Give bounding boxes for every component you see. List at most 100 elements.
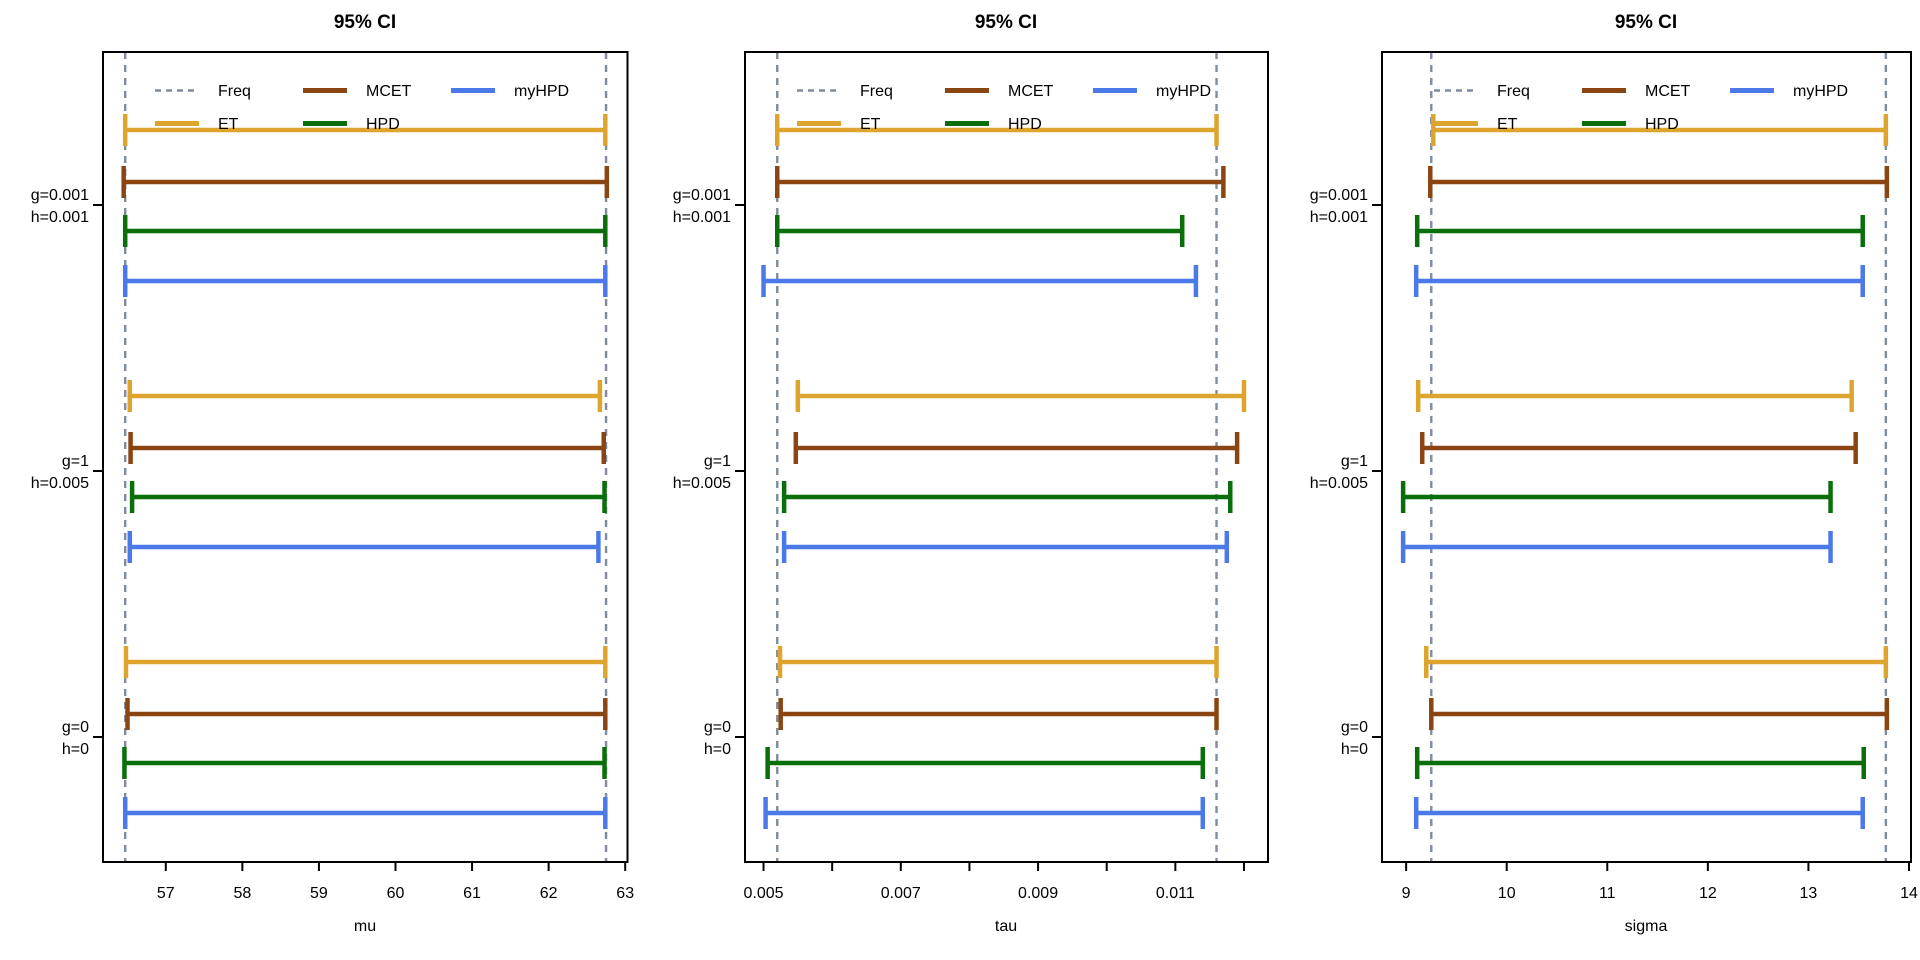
ci-bar-et [795,380,1247,412]
group-label-line1: g=0.001 [31,187,89,204]
group-label-line1: g=0 [62,719,89,736]
legend-label-myhpd: myHPD [1793,83,1848,100]
x-tick-label: 0.009 [1018,885,1058,902]
ci-bar-hpd [1414,747,1866,779]
x-axis-title-sigma: sigma [1624,918,1668,935]
ci-bar-myhpd [781,531,1230,563]
ci-bar-mcet [778,698,1219,730]
ci-bar-mcet [121,166,610,198]
x-tick-label: 13 [1800,885,1818,902]
legend-label-mcet: MCET [1008,83,1054,100]
legend: Freq ET MCET HPD myHPD [797,83,1211,133]
x-tick-label: 12 [1699,885,1717,902]
x-axis-title-mu: mu [353,918,377,935]
group-label: g=0.001 h=0.001 [31,187,89,226]
legend-label-freq: Freq [218,83,251,100]
ci-bar-mcet [775,166,1226,198]
legend-label-et: ET [218,116,239,133]
legend-label-myhpd: myHPD [514,83,569,100]
x-tick-label: 57 [157,885,175,902]
ci-bar-hpd [122,215,608,247]
plot-frame [102,51,629,863]
ci-bar-et [123,646,608,678]
group-label-line1: g=0 [704,719,731,736]
group-label: g=0.001 h=0.001 [673,187,731,226]
group-label: g=0h=0 [62,719,89,758]
ci-bar-et [122,114,608,146]
plot-frame [744,51,1269,863]
group-label-line2: h=0.005 [673,475,731,492]
group-label: g=0.001 h=0.001 [1310,187,1368,226]
group-label: g=0h=0 [704,719,731,758]
ci-bar-myhpd [127,531,601,563]
legend-label-hpd: HPD [366,116,400,133]
x-tick-label: 61 [463,885,481,902]
x-tick-label: 0.011 [1156,885,1195,902]
panel-mu: 57 58 59 60 61 62 63g=0.001h=0.001g=1h=0.005g=… [31,51,634,902]
group-label-line1: g=1 [1341,453,1368,470]
panel-title-tau: 95% CI [974,12,1038,33]
ci-bar-myhpd [122,797,608,829]
ci-bar-et [1431,114,1889,146]
panel-tau: 0.005 0.007 0.009 0.011 g=0.001 h=0.001 g=1 h=0… [673,51,1269,902]
group-label-line1: g=0.001 [1310,187,1368,204]
ci-bar-et [1424,646,1889,678]
group-label-line1: g=0 [1341,719,1368,736]
ci-bar-et [127,380,603,412]
group-label-line2: h=0 [704,741,731,758]
ci-bar-et [775,114,1219,146]
ci-bar-myhpd [1413,797,1865,829]
ci-bar-et [777,646,1219,678]
ci-bar-hpd [781,481,1233,513]
group-label-line2: h=0 [62,741,89,758]
group-label-line1: g=1 [62,453,89,470]
group-label: g=1 h=0.005 [1310,453,1368,492]
x-tick-label: 62 [540,885,558,902]
ci-bar-mcet [1428,166,1890,198]
legend-label-hpd: HPD [1008,116,1042,133]
ci-bar-mcet [1419,432,1858,464]
ci-bar-mcet [128,432,607,464]
group-label-line2: h=0.005 [31,475,89,492]
legend-label-et: ET [860,116,881,133]
legend-label-myhpd: myHPD [1156,83,1211,100]
group-label-line1: g=0.001 [673,187,731,204]
legend-label-et: ET [1497,116,1518,133]
group-label-line2: h=0.001 [31,209,89,226]
legend: Freq ET MCET HPD myHPD [155,83,569,133]
legend-label-hpd: HPD [1645,116,1679,133]
ci-bar-myhpd [1400,531,1833,563]
legend-label-freq: Freq [1497,83,1530,100]
group-label: g=1 h=0.005 [673,453,731,492]
legend: Freq ET MCET HPD myHPD [1434,83,1848,133]
group-label-line2: h=0.001 [1310,209,1368,226]
ci-bar-hpd [765,747,1206,779]
x-tick-label: 11 [1599,885,1616,902]
x-tick-label: 58 [233,885,251,902]
group-label-line2: h=0.001 [673,209,731,226]
ci-bar-hpd [1400,481,1833,513]
ci-bar-hpd [1414,215,1865,247]
x-tick-label: 59 [310,885,328,902]
plot-frame [1381,51,1912,863]
x-tick-label: 14 [1900,885,1918,902]
ci-bar-hpd [775,215,1185,247]
legend-label-mcet: MCET [366,83,412,100]
panel-title-sigma: 95% CI [1614,12,1678,33]
x-axis-title-tau: tau [994,918,1018,935]
ci-bar-et [1415,380,1854,412]
ci-bar-myhpd [122,265,608,297]
group-label: g=1 h=0.005 [31,453,89,492]
x-tick-label: 0.007 [881,885,921,902]
legend-label-freq: Freq [860,83,893,100]
panel-sigma: 9 10 11 12 13 14g=0.001h=0.001g=1h=0.005g=0h=… [1310,51,1918,902]
x-tick-label: 0.005 [744,885,784,902]
panel-title-mu: 95% CI [333,12,397,33]
x-tick-label: 63 [616,885,634,902]
group-label: g=0h=0 [1341,719,1368,758]
ci-bar-mcet [1429,698,1890,730]
ci-bar-hpd [129,481,607,513]
ci-bar-myhpd [763,797,1206,829]
